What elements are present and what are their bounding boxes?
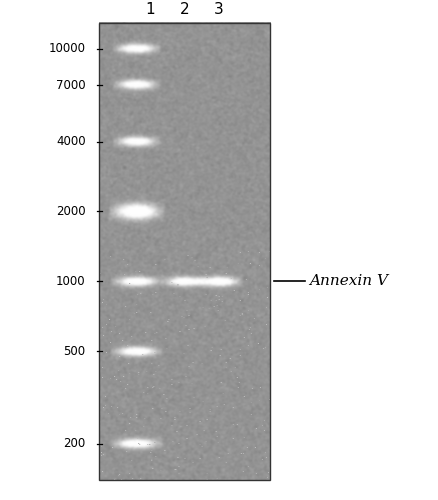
Text: 500: 500: [64, 345, 85, 358]
Text: 4000: 4000: [56, 135, 85, 148]
Text: 1000: 1000: [56, 275, 85, 288]
Text: 2: 2: [179, 2, 189, 18]
Text: 3: 3: [213, 2, 223, 18]
Text: Annexin V: Annexin V: [309, 274, 388, 288]
Text: 200: 200: [63, 438, 85, 450]
Text: 1: 1: [145, 2, 155, 18]
Text: 7000: 7000: [56, 78, 85, 92]
Text: 10000: 10000: [49, 42, 85, 56]
Bar: [99, 22, 269, 480]
Text: 2000: 2000: [56, 205, 85, 218]
